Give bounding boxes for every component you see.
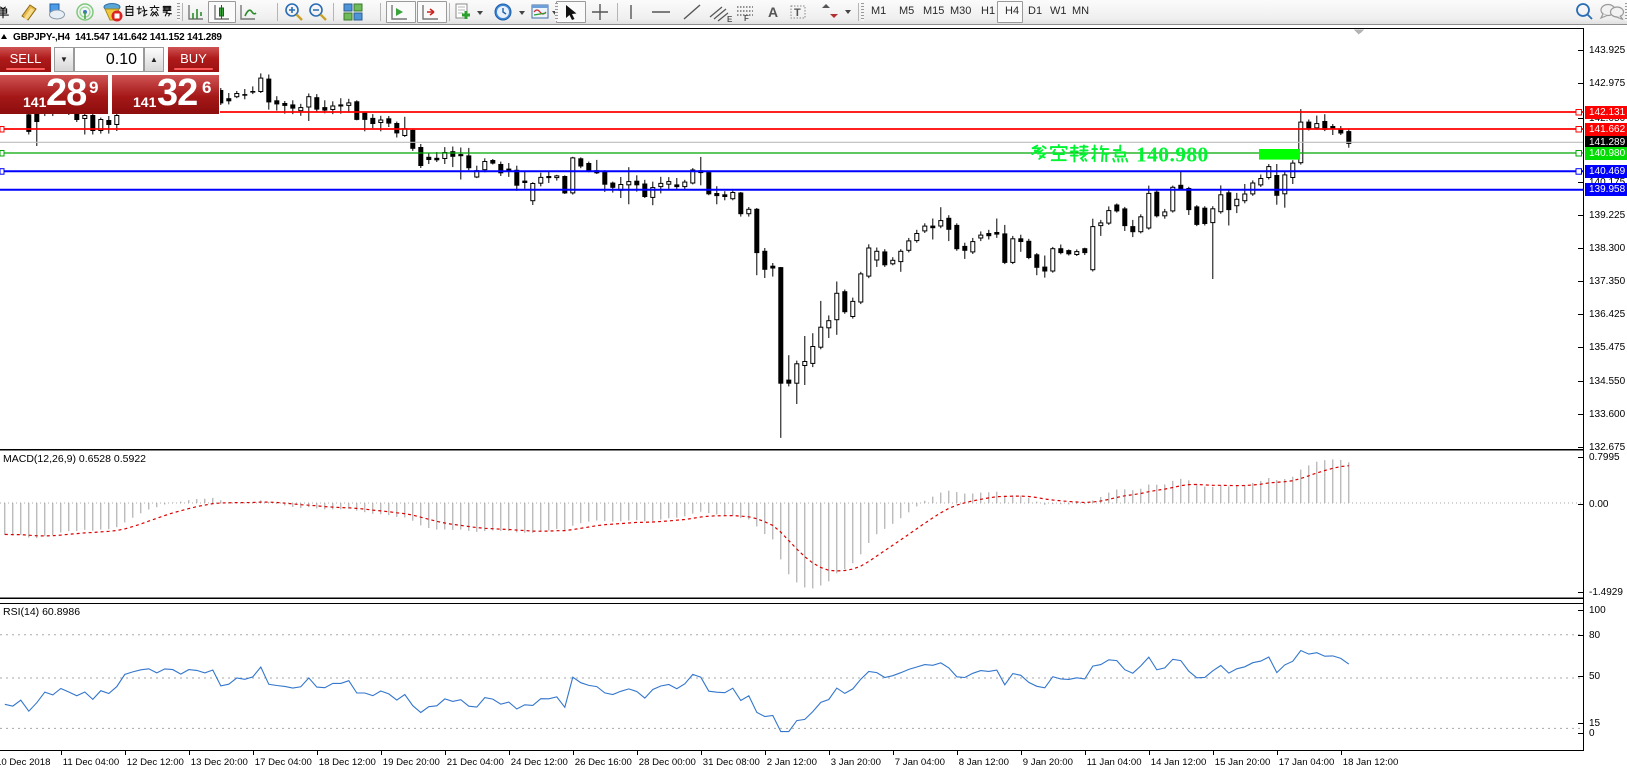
svg-text:A: A (768, 4, 778, 20)
svg-text:F: F (744, 14, 749, 23)
svg-text:140.980: 140.980 (1136, 143, 1209, 167)
svg-text:RSI(14) 60.8986: RSI(14) 60.8986 (3, 606, 80, 618)
svg-text:E: E (727, 15, 733, 24)
svg-text:MACD(12,26,9) 0.6528 0.5922: MACD(12,26,9) 0.6528 0.5922 (3, 453, 146, 465)
svg-text:T: T (794, 7, 801, 19)
